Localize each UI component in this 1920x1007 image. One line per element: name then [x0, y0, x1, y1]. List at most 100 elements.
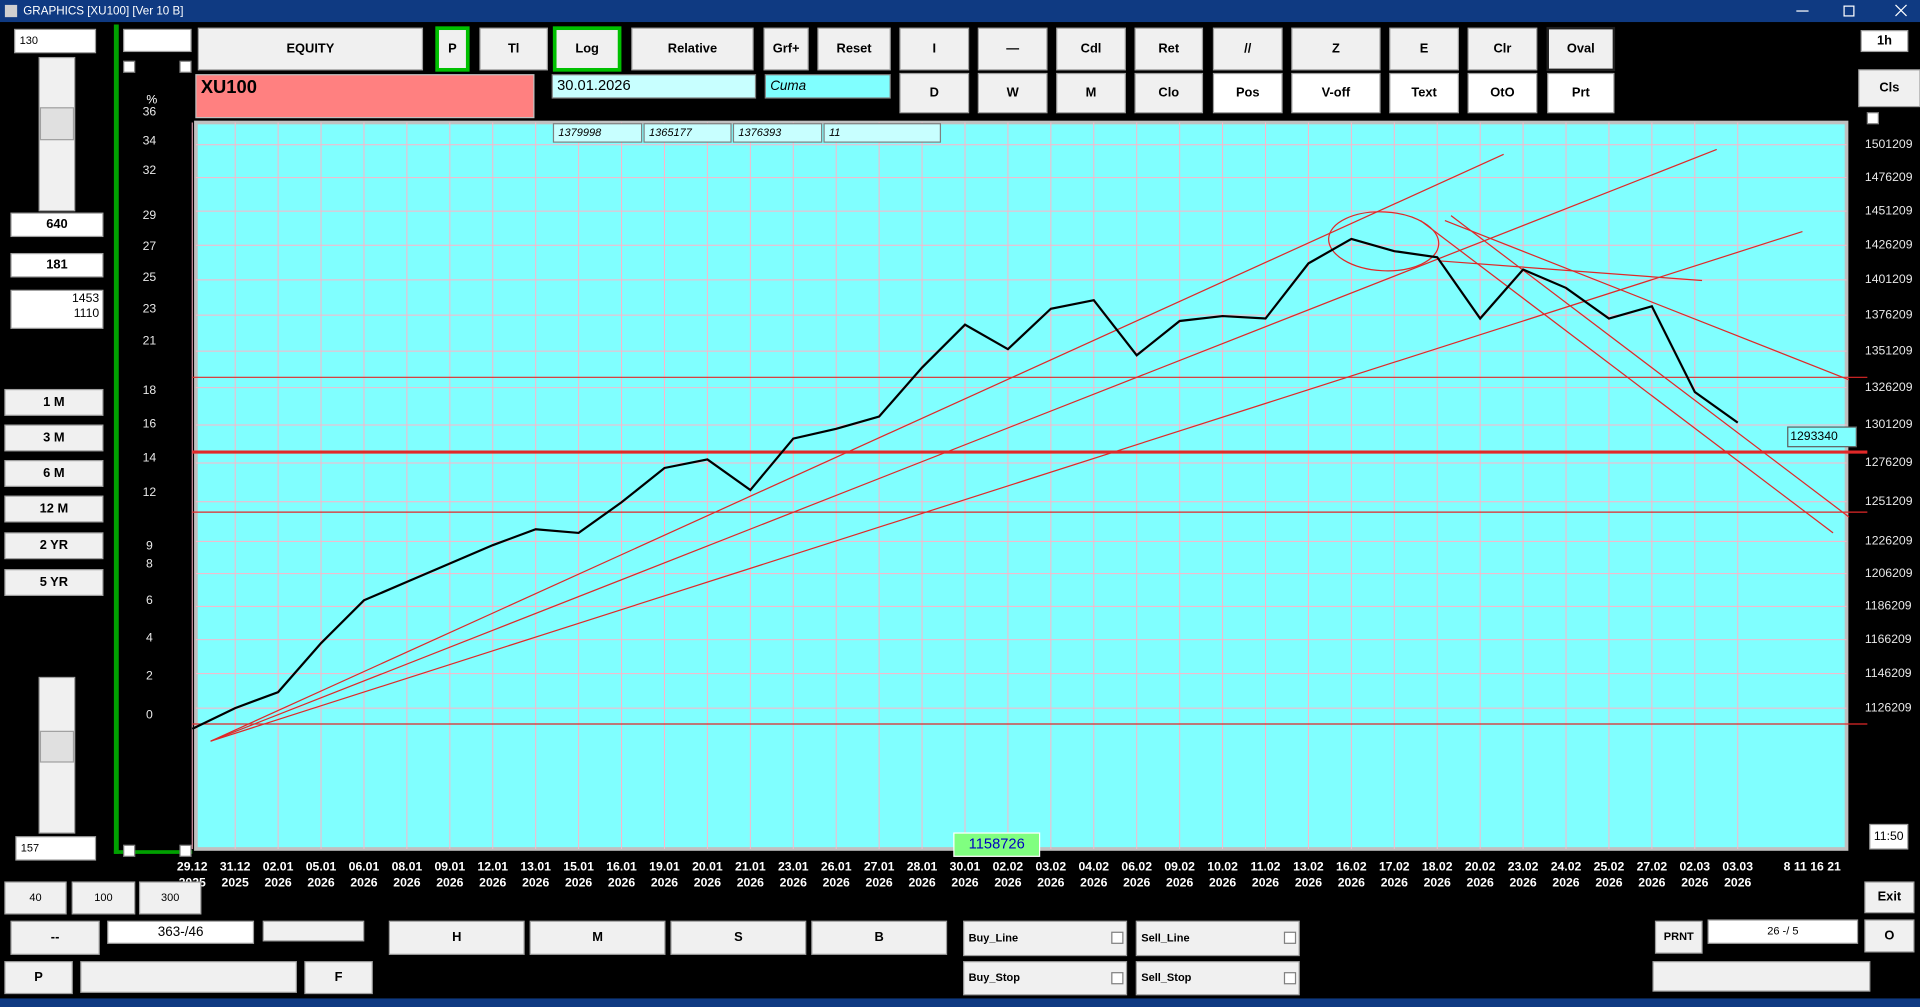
toolbar-button[interactable]: Clo [1134, 72, 1204, 114]
period-button-bg[interactable] [4, 460, 104, 487]
p-button-bg[interactable] [4, 961, 73, 995]
checkbox[interactable] [179, 60, 192, 73]
toolbar-button-label[interactable]: // [1244, 40, 1252, 55]
toolbar-button[interactable]: Text [1389, 72, 1459, 114]
toolbar-button-label[interactable]: V-off [1322, 84, 1351, 99]
o-button-bg[interactable] [1864, 919, 1915, 953]
dash-button-label[interactable]: -- [51, 929, 60, 944]
toolbar-button[interactable]: Relative [631, 27, 754, 71]
print-button-bg[interactable] [1654, 920, 1703, 954]
checkbox[interactable] [179, 844, 192, 857]
toolbar-button-bg[interactable] [1134, 27, 1204, 71]
checkbox[interactable] [1111, 972, 1124, 985]
period-button[interactable]: 2 YR [4, 532, 104, 560]
toolbar-button-label[interactable]: D [930, 84, 939, 99]
toolbar-button[interactable]: Grf+ [763, 27, 809, 71]
checkbox[interactable] [1111, 931, 1124, 944]
scrollbar-thumb[interactable] [39, 107, 75, 141]
toolbar-button-bg[interactable] [899, 72, 970, 114]
hmsb-button-label[interactable]: H [452, 929, 461, 944]
h-scrollbar-bg[interactable] [262, 920, 365, 942]
dash-button-bg[interactable] [10, 920, 100, 955]
hmsb-button[interactable]: H [388, 920, 525, 955]
toolbar-button-label[interactable]: Clo [1158, 84, 1179, 99]
toolbar-button[interactable]: Tl [479, 27, 548, 71]
exit-button-bg[interactable] [1864, 881, 1915, 914]
toolbar-button-bg[interactable] [1134, 72, 1204, 114]
toolbar-button-label[interactable]: Prt [1572, 84, 1591, 99]
zoom-button-bg[interactable] [138, 881, 202, 915]
toolbar-button-label[interactable]: M [1086, 84, 1097, 99]
toolbar-button-label[interactable]: EQUITY [286, 40, 334, 55]
zoom-button[interactable]: 300 [138, 881, 202, 915]
toolbar-button-label[interactable]: OtO [1490, 84, 1514, 99]
h-scrollbar[interactable] [1652, 961, 1871, 992]
toolbar-button[interactable]: V-off [1291, 72, 1381, 114]
checkbox[interactable] [1283, 972, 1297, 985]
toolbar-button[interactable]: OtO [1467, 72, 1538, 114]
f-button-label[interactable]: F [335, 969, 343, 984]
toolbar-button-bg[interactable] [1056, 27, 1126, 71]
toolbar-button-label[interactable]: P [448, 40, 457, 55]
spinner[interactable] [123, 28, 192, 53]
period-button[interactable]: 5 YR [4, 569, 104, 596]
scrollbar-thumb[interactable] [39, 730, 75, 763]
hmsb-button-label[interactable]: S [734, 929, 743, 944]
toolbar-button[interactable]: W [977, 72, 1048, 114]
toolbar-button-label[interactable]: Cdl [1081, 40, 1102, 55]
zoom-button-bg[interactable] [4, 881, 67, 915]
h-scrollbar-bg[interactable] [80, 961, 297, 993]
scrollbar-thumb-bg[interactable] [39, 107, 75, 141]
toolbar-button-bg[interactable] [1389, 27, 1459, 71]
toolbar-button[interactable]: E [1389, 27, 1459, 71]
p-button[interactable]: P [4, 961, 73, 995]
close-button[interactable] [1895, 4, 1907, 17]
toolbar-button-label[interactable]: Pos [1236, 84, 1260, 99]
toolbar-button-label[interactable]: Reset [837, 40, 873, 55]
toolbar-button[interactable]: Ret [1134, 27, 1204, 71]
toolbar-button-label[interactable]: Text [1411, 84, 1437, 99]
toolbar-button[interactable]: Z [1291, 27, 1381, 71]
interval-spinner-label[interactable]: 1h [1877, 32, 1892, 47]
toolbar-button-label[interactable]: — [1006, 40, 1019, 55]
close-chart-button[interactable]: Cls [1858, 69, 1920, 108]
toolbar-button-label[interactable]: Clr [1494, 40, 1512, 55]
checkbox[interactable] [1283, 931, 1297, 944]
toolbar-button-label[interactable]: Grf+ [773, 40, 800, 55]
hmsb-button-bg[interactable] [811, 920, 948, 955]
toolbar-button-bg[interactable] [1389, 72, 1459, 114]
zoom-button[interactable]: 100 [71, 881, 136, 915]
toolbar-button-label[interactable]: Log [575, 40, 599, 55]
interval-spinner[interactable]: 1h [1860, 30, 1909, 53]
toolbar-button-bg[interactable] [197, 27, 424, 71]
toolbar-button-label[interactable]: Oval [1567, 40, 1595, 55]
period-button-label[interactable]: 5 YR [40, 574, 69, 589]
checkbox[interactable] [123, 844, 136, 857]
dash-button[interactable]: -- [10, 920, 100, 955]
scrollbar-thumb-bg[interactable] [39, 730, 75, 763]
period-button-bg[interactable] [4, 569, 104, 596]
interval-spinner-bg[interactable] [1860, 30, 1909, 53]
print-button-label[interactable]: PRNT [1664, 931, 1694, 943]
h-scrollbar[interactable] [262, 920, 365, 942]
toolbar-button-label[interactable]: I [932, 40, 936, 55]
toolbar-button[interactable]: D [899, 72, 970, 114]
toolbar-button[interactable]: Log [552, 26, 622, 72]
period-button-bg[interactable] [4, 424, 104, 452]
hmsb-button[interactable]: B [811, 920, 948, 955]
zoom-button-label[interactable]: 100 [94, 892, 112, 904]
zoom-button[interactable]: 40 [4, 881, 67, 915]
checkbox[interactable] [123, 60, 136, 73]
hmsb-button-bg[interactable] [529, 920, 666, 955]
period-button-label[interactable]: 3 M [43, 429, 64, 444]
toolbar-button-label[interactable]: E [1420, 40, 1429, 55]
toolbar-button-bg[interactable] [977, 72, 1048, 114]
hmsb-button-label[interactable]: M [592, 929, 603, 944]
toolbar-button[interactable]: Pos [1212, 72, 1283, 114]
period-button-label[interactable]: 1 M [43, 394, 64, 409]
toolbar-button-bg[interactable] [631, 27, 754, 71]
toolbar-button-bg[interactable] [1547, 72, 1615, 114]
toolbar-button[interactable]: // [1212, 27, 1283, 71]
toolbar-button[interactable]: EQUITY [197, 27, 424, 71]
toolbar-button-label[interactable]: Tl [508, 40, 519, 55]
